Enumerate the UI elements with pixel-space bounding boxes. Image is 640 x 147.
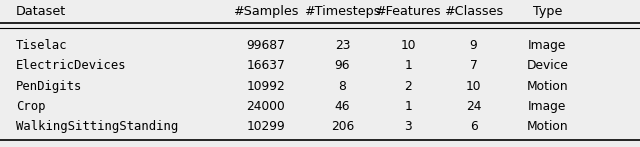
Text: Motion: Motion [526,80,568,93]
Text: 10299: 10299 [246,120,285,133]
Text: 10: 10 [466,80,481,93]
Text: 8: 8 [339,80,346,93]
Text: 24: 24 [466,100,481,113]
Text: 3: 3 [404,120,412,133]
Text: 9: 9 [470,39,477,52]
Text: 206: 206 [331,120,354,133]
Text: 24000: 24000 [246,100,285,113]
Text: #Samples: #Samples [233,5,298,18]
Text: Image: Image [528,39,566,52]
Text: PenDigits: PenDigits [16,80,83,93]
Text: ElectricDevices: ElectricDevices [16,59,127,72]
Text: #Features: #Features [376,5,441,18]
Text: 1: 1 [404,100,412,113]
Text: WalkingSittingStanding: WalkingSittingStanding [16,120,179,133]
Text: Tiselac: Tiselac [16,39,68,52]
Text: Device: Device [526,59,568,72]
Text: Type: Type [532,5,562,18]
Text: 46: 46 [335,100,350,113]
Text: Dataset: Dataset [16,5,67,18]
Text: 1: 1 [404,59,412,72]
Text: #Timesteps: #Timesteps [304,5,381,18]
Text: 7: 7 [470,59,477,72]
Text: Motion: Motion [526,120,568,133]
Text: 99687: 99687 [246,39,285,52]
Text: Crop: Crop [16,100,45,113]
Text: 96: 96 [335,59,350,72]
Text: #Classes: #Classes [444,5,503,18]
Text: 2: 2 [404,80,412,93]
Text: 16637: 16637 [246,59,285,72]
Text: Image: Image [528,100,566,113]
Text: 10: 10 [401,39,416,52]
Text: 6: 6 [470,120,477,133]
Text: 10992: 10992 [246,80,285,93]
Text: 23: 23 [335,39,350,52]
